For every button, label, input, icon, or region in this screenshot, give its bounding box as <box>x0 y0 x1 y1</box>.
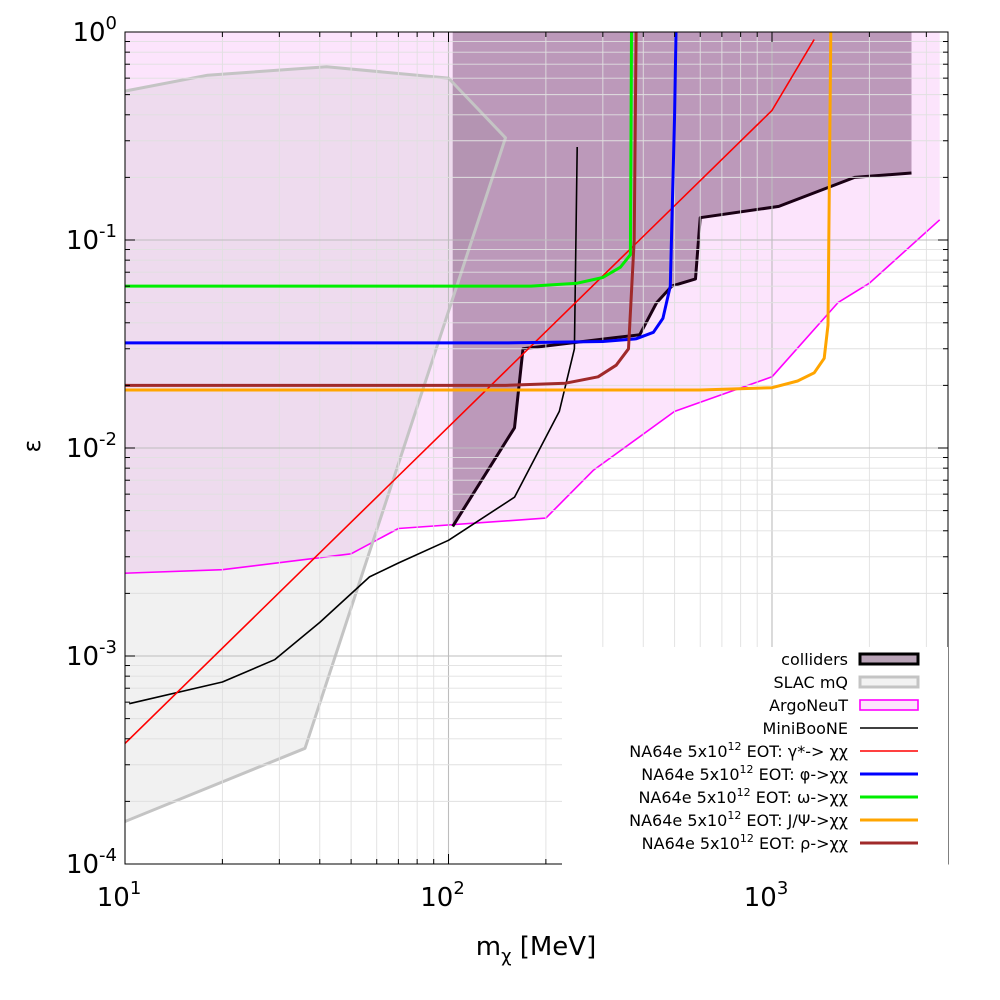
legend-swatch <box>858 675 920 689</box>
x-tick-label: 103 <box>744 878 789 913</box>
series-line-na64e <box>125 32 678 345</box>
legend-label: ArgoNeuT <box>769 696 848 715</box>
legend: colliders SLAC mQ ArgoNeuT MiniBooNE NA64e 5… <box>562 647 948 866</box>
legend-label: NA64e 5x1012 EOT: ω->χχ <box>638 786 848 807</box>
legend-item: ArgoNeuT <box>769 696 919 715</box>
y-tick-label: 100 <box>72 13 117 48</box>
legend-item: SLAC mQ <box>773 673 920 692</box>
x-tick-label: 102 <box>420 878 465 913</box>
region-slac-mq <box>125 66 506 822</box>
legend-item: colliders <box>781 650 920 669</box>
legend-label: NA64e 5x1012 EOT: γ*-> χχ <box>629 740 848 761</box>
legend-label: NA64e 5x1012 EOT: φ->χχ <box>641 763 848 784</box>
legend-item: NA64e 5x1012 EOT: J/Ψ->χχ <box>629 809 918 830</box>
series-line-na64e <box>125 32 633 288</box>
y-tick-label: 10-1 <box>66 221 117 256</box>
legend-item: NA64e 5x1012 EOT: ρ->χχ <box>642 832 918 853</box>
series-layer <box>125 32 833 744</box>
legend-item: NA64e 5x1012 EOT: φ->χχ <box>641 763 918 784</box>
region-colliders <box>452 32 912 527</box>
series-line-na64e <box>125 32 638 387</box>
legend-label: MiniBooNE <box>763 719 848 738</box>
legend-swatch <box>859 699 919 711</box>
x-axis-label: mχ [MeV] <box>476 932 597 967</box>
x-tick-label: 101 <box>97 878 142 913</box>
legend-label: colliders <box>781 650 848 669</box>
y-axis-label: ε <box>18 440 46 453</box>
legend-item: NA64e 5x1012 EOT: γ*-> χχ <box>629 740 918 761</box>
legend-item: MiniBooNE <box>763 719 918 738</box>
legend-swatch <box>858 652 920 666</box>
legend-label: NA64e 5x1012 EOT: J/Ψ->χχ <box>629 809 848 830</box>
y-tick-label: 10-3 <box>66 637 117 672</box>
series-line-na64e <box>125 39 815 744</box>
y-tick-label: 10-2 <box>66 429 117 464</box>
ticks-layer: 101 102 103 100 10-1 10-2 10-3 10-4 <box>66 13 948 913</box>
legend-item: NA64e 5x1012 EOT: ω->χχ <box>638 786 918 807</box>
series-line-na64e-j <box>125 32 833 392</box>
region-outline-colliders <box>451 171 912 528</box>
region-outline-argoneut <box>125 219 941 574</box>
legend-label: SLAC mQ <box>773 673 848 692</box>
y-tick-label: 10-4 <box>66 845 117 880</box>
legend-label: NA64e 5x1012 EOT: ρ->χχ <box>642 832 848 853</box>
